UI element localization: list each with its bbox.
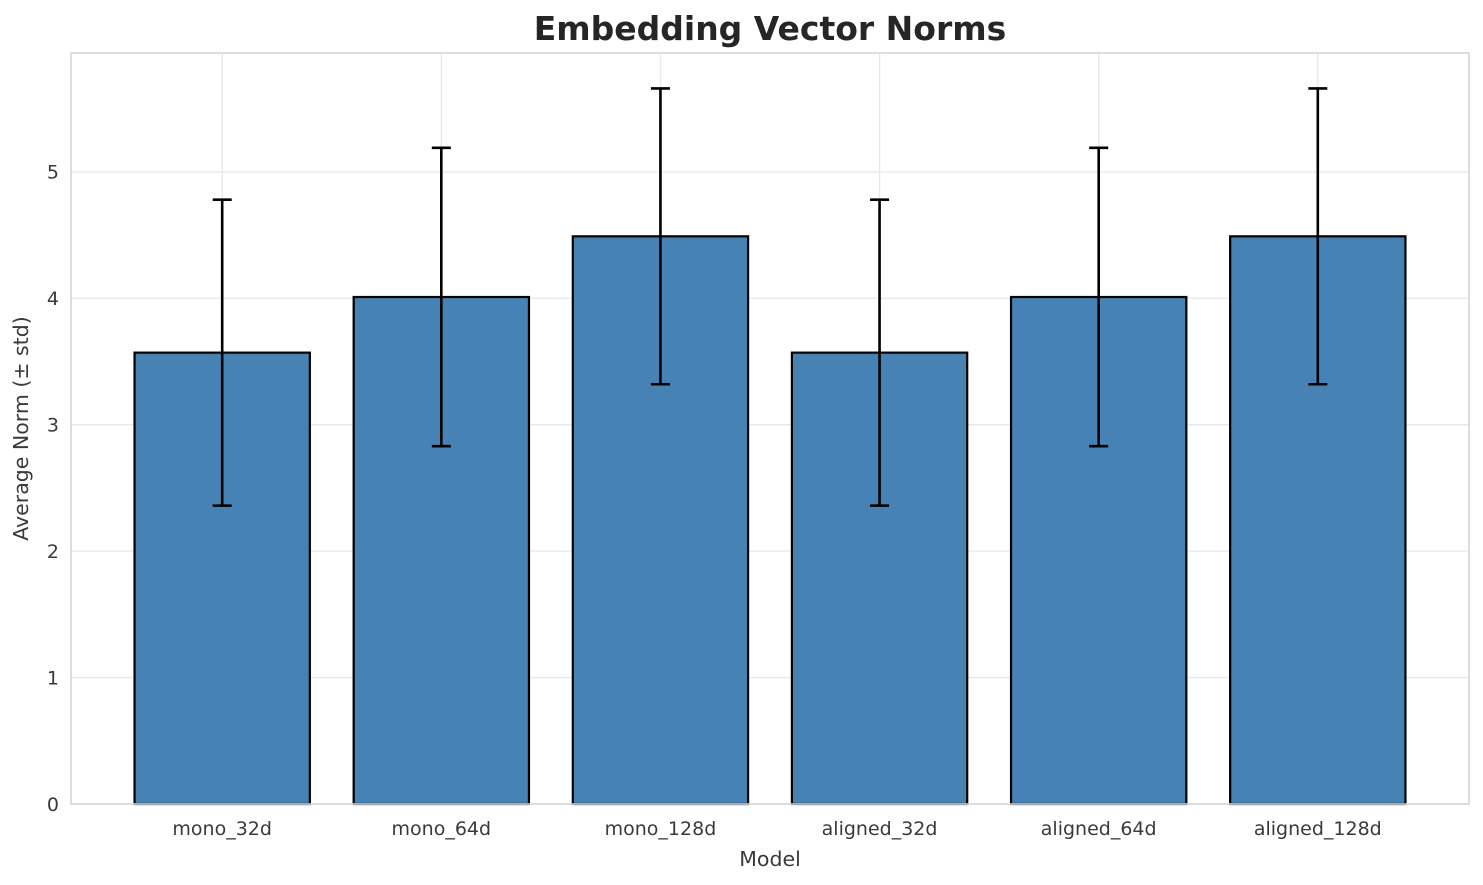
x-tick-label: mono_128d	[605, 818, 717, 840]
y-tick-label: 2	[47, 541, 59, 563]
x-tick-label: mono_64d	[392, 818, 492, 840]
x-axis-label: Model	[739, 847, 801, 871]
chart-title: Embedding Vector Norms	[534, 9, 1007, 48]
y-tick-label: 4	[47, 288, 59, 310]
y-axis-label: Average Norm (± std)	[9, 316, 33, 541]
y-tick-label: 0	[47, 794, 59, 816]
x-tick-label: aligned_64d	[1041, 818, 1157, 840]
x-tick-label: mono_32d	[172, 818, 272, 840]
tick-label-layer: 0 1 2 3 4 5 mono_32d mono_64d mono_128d aligned_3…	[47, 162, 1382, 840]
error-bar-layer	[212, 87, 1328, 507]
bar-layer	[133, 235, 1407, 806]
y-tick-label: 1	[47, 667, 59, 689]
plot-border	[70, 52, 1470, 805]
x-tick-label: aligned_32d	[822, 818, 938, 840]
y-tick-label: 5	[47, 162, 59, 184]
y-tick-label: 3	[47, 415, 59, 437]
x-tick-label: aligned_128d	[1254, 818, 1382, 840]
axes-spines	[70, 52, 1470, 805]
